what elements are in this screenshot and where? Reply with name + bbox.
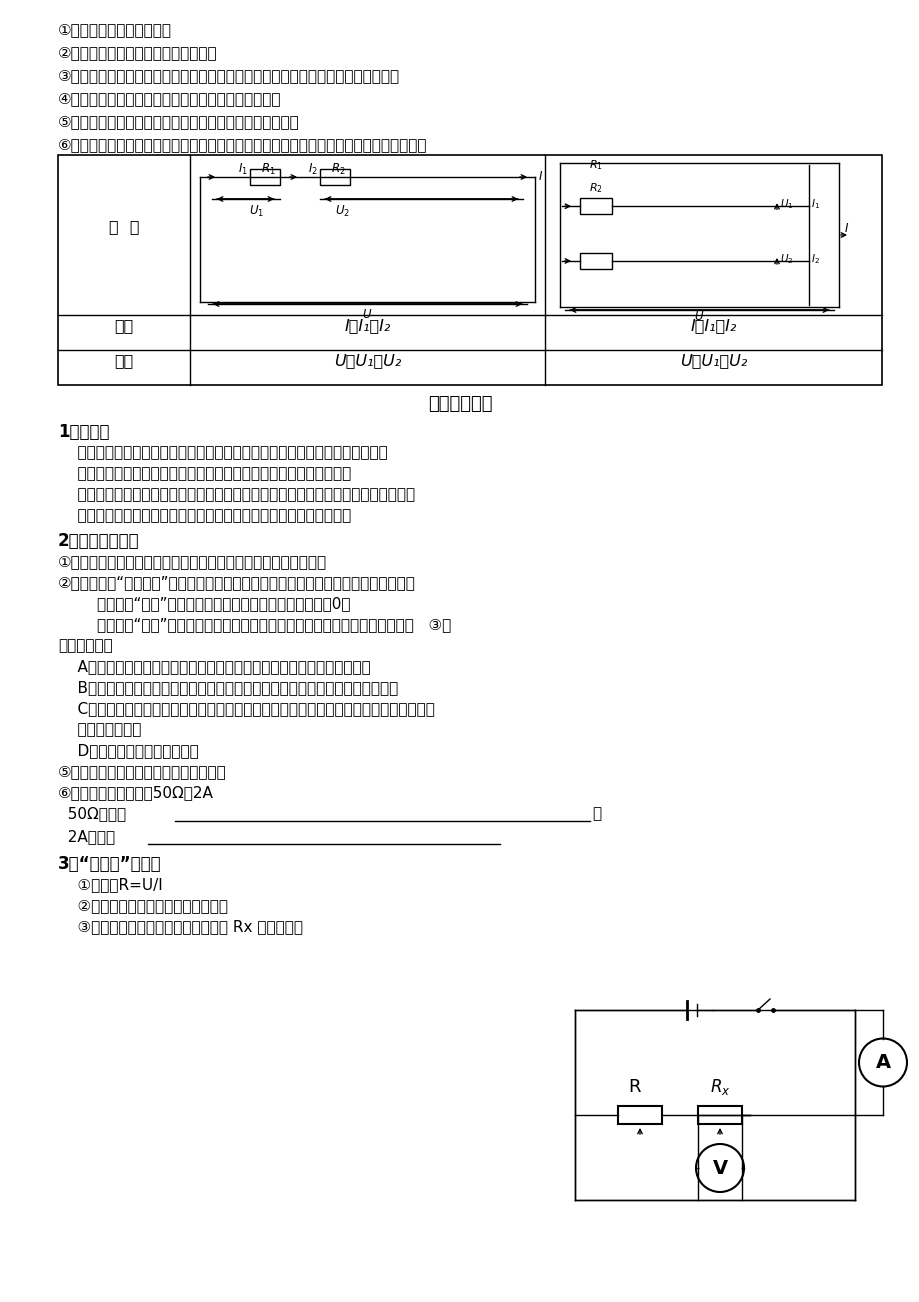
Bar: [698, 1105, 742, 1124]
Text: $I$: $I$: [843, 223, 848, 236]
Text: A: A: [875, 1053, 890, 1072]
Text: $R_2$: $R_2$: [330, 161, 345, 177]
Text: R: R: [628, 1078, 641, 1096]
Text: $I_1$: $I_1$: [238, 161, 248, 177]
Text: ③滑动变阻器的作用：改变待测电阻 Rx 两端的电压: ③滑动变阻器的作用：改变待测电阻 Rx 两端的电压: [58, 919, 302, 934]
Text: A、保护电路。（所以有要求：闭合开关前，滑片要位于其电阻最大端）: A、保护电路。（所以有要求：闭合开关前，滑片要位于其电阻最大端）: [58, 659, 370, 674]
Text: ⑥滑动变阻器的铭牌：50Ω、2A: ⑥滑动变阻器的铭牌：50Ω、2A: [58, 785, 213, 799]
Text: 电压: 电压: [114, 353, 133, 368]
Text: I＝I₁＝I₂: I＝I₁＝I₂: [344, 318, 391, 333]
Text: 。: 。: [591, 806, 600, 822]
Text: 50Ω表示：: 50Ω表示：: [58, 806, 126, 822]
Text: ⑤滑动变阻器应该和被控制的电路串联。: ⑤滑动变阻器应该和被控制的电路串联。: [58, 764, 226, 779]
Text: 2A表示：: 2A表示：: [58, 829, 115, 844]
Text: $I$: $I$: [538, 171, 542, 184]
Text: $U_2$: $U_2$: [779, 253, 793, 266]
Text: $I_2$: $I_2$: [308, 161, 318, 177]
Bar: [579, 198, 611, 215]
Text: $U_1$: $U_1$: [779, 198, 793, 211]
Text: 电  路: 电 路: [108, 220, 139, 234]
Bar: [618, 1105, 662, 1124]
Text: 体。如：常态下的玻璃不导电，把它烧成红烘状态，就变成了导体。: 体。如：常态下的玻璃不导电，把它烧成红烘状态，就变成了导体。: [58, 508, 351, 523]
Circle shape: [696, 1144, 743, 1193]
Text: $R_x$: $R_x$: [709, 1077, 730, 1098]
Text: 电流: 电流: [114, 318, 133, 333]
Text: 若接的是“同下”，则相当于一个定値电阻，在电路中的电阻为它的最大阻値。   ③在: 若接的是“同下”，则相当于一个定値电阻，在电路中的电阻为它的最大阻値。 ③在: [58, 617, 450, 631]
Text: ⑥并联电池组的电压等于每节电池的电压，所以把电池并联起来用并不能得到更大的电压。: ⑥并联电池组的电压等于每节电池的电压，所以把电池并联起来用并不能得到更大的电压。: [58, 137, 427, 152]
Text: $U_1$: $U_1$: [249, 203, 265, 219]
Text: $U_2$: $U_2$: [335, 203, 350, 219]
Text: ②接法：必须“一上一下”（上边接哪个接线柱都行，下面接左还是接右要看题目要求）: ②接法：必须“一上一下”（上边接哪个接线柱都行，下面接左还是接右要看题目要求）: [58, 575, 415, 590]
Text: D、改变电路中电流的大小。: D、改变电路中电流的大小。: [58, 743, 199, 758]
Text: 若接的是“同上”，则相当于一根导线，在电路中的电阻为0。: 若接的是“同上”，则相当于一根导线，在电路中的电阻为0。: [58, 596, 350, 611]
Text: 2、滑动变阻器：: 2、滑动变阻器：: [58, 533, 140, 549]
Text: $U$: $U$: [694, 310, 704, 323]
Text: $I_1$: $I_1$: [811, 198, 819, 211]
Text: ③干路上的总开关可以控制整个电路；支路上的开关只能控制所在支路上的用电器。: ③干路上的总开关可以控制整个电路；支路上的开关只能控制所在支路上的用电器。: [58, 68, 400, 83]
Text: 3、“伏安法”测电阻: 3、“伏安法”测电阻: [58, 855, 162, 874]
Circle shape: [858, 1039, 906, 1086]
Text: 导体和绝缘体之间没有绝对的界限。原来不导电的物体，条件改变时，也可能变成导: 导体和绝缘体之间没有绝对的界限。原来不导电的物体，条件改变时，也可能变成导: [58, 487, 414, 503]
Text: $I_2$: $I_2$: [811, 253, 819, 266]
Text: $R_1$: $R_1$: [260, 161, 275, 177]
Text: ⑤并联电路中，各支路两端的电压相等，都等于电源电压。: ⑤并联电路中，各支路两端的电压相等，都等于电源电压。: [58, 115, 300, 129]
Text: U＝U₁＋U₂: U＝U₁＋U₂: [334, 353, 401, 368]
Text: B、在研究电流与电阻的关系实验中，靠移动滑片来控制电阻两端的电压不变。: B、在研究电流与电阻的关系实验中，靠移动滑片来控制电阻两端的电压不变。: [58, 680, 398, 695]
Text: ②需要的测量工具：电流表、电压表: ②需要的测量工具：电流表、电压表: [58, 898, 228, 913]
Text: ①原理：通过改变连入电路中电阻线的长度，来改变电阻的大小。: ①原理：通过改变连入电路中电阻线的长度，来改变电阻的大小。: [58, 553, 327, 569]
Text: I＝I₁＋I₂: I＝I₁＋I₂: [689, 318, 736, 333]
Text: V: V: [711, 1159, 727, 1177]
Text: $U$: $U$: [362, 309, 372, 322]
Bar: [579, 253, 611, 270]
Text: 1、导体：: 1、导体：: [58, 423, 109, 441]
Text: $R_2$: $R_2$: [588, 181, 602, 195]
Text: C、在研究电流与电压的关系实验中（或伏安法测电阻的实验中），靠移动滑片来改变电: C、在研究电流与电压的关系实验中（或伏安法测电阻的实验中），靠移动滑片来改变电: [58, 700, 435, 716]
Text: 电路中的作用: 电路中的作用: [58, 638, 113, 654]
Text: ④并联电路中，干路上的总电流等于各支路电流之和。: ④并联电路中，干路上的总电流等于各支路电流之和。: [58, 91, 281, 105]
Text: U＝U₁＝U₂: U＝U₁＝U₂: [679, 353, 746, 368]
Bar: [58, 155, 881, 385]
Text: ①原理：R=U/I: ①原理：R=U/I: [58, 878, 163, 892]
Text: ①并联电路中有多条路径。: ①并联电路中有多条路径。: [58, 22, 172, 36]
Bar: [320, 169, 349, 185]
Text: 绝缘体：不容易导电的物体。如：橡胶、玻璃、陶瓷、塑料、油等。: 绝缘体：不容易导电的物体。如：橡胶、玻璃、陶瓷、塑料、油等。: [58, 466, 351, 480]
Bar: [250, 169, 279, 185]
Text: 容易导电的物体。如：金属、石墨、人体、大地以及酸、碗、盐的水溶液等。: 容易导电的物体。如：金属、石墨、人体、大地以及酸、碗、盐的水溶液等。: [58, 445, 387, 460]
Text: ②断开一条支路，其它支路仍能工作。: ②断开一条支路，其它支路仍能工作。: [58, 46, 218, 60]
Text: 阻两端的电压。: 阻两端的电压。: [58, 723, 142, 737]
Text: $R_1$: $R_1$: [588, 158, 602, 172]
Text: 欧姆定律专题: 欧姆定律专题: [427, 395, 492, 413]
